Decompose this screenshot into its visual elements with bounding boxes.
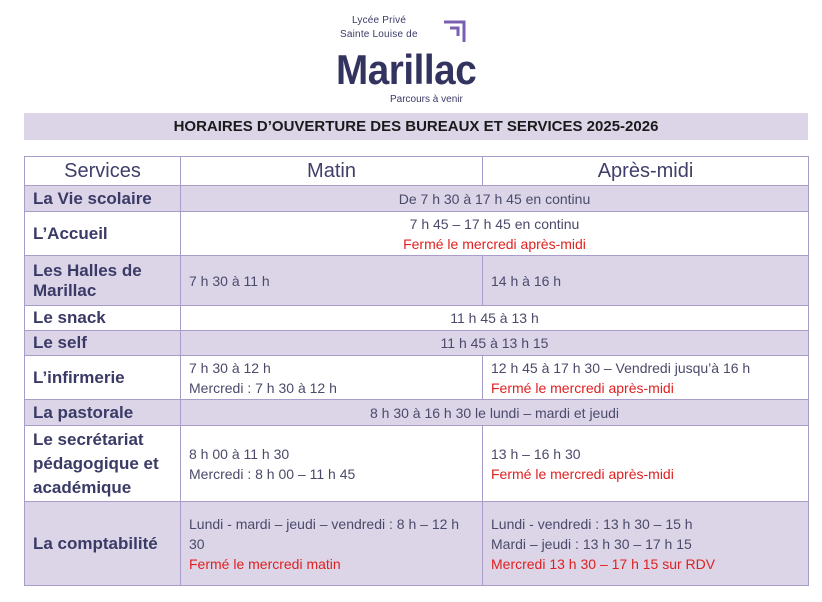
hours-text: 7 h 30 à 11 h [189, 272, 270, 289]
apres-cell: 12 h 45 à 17 h 30 – Vendredi jusqu’à 16 … [482, 355, 809, 400]
closure-note: Fermé le mercredi matin [189, 555, 341, 572]
apres-cell: 13 h – 16 h 30 Fermé le mercredi après-m… [482, 425, 809, 502]
table-row: La pastorale 8 h 30 à 16 h 30 le lundi –… [24, 399, 809, 426]
header-apres-midi: Après-midi [482, 156, 809, 186]
hours-text: 8 h 30 à 16 h 30 le lundi – mardi et jeu… [369, 404, 620, 421]
table-row: La Vie scolaire De 7 h 30 à 17 h 45 en c… [24, 185, 809, 212]
hours-cell: 11 h 45 à 13 h [180, 305, 809, 331]
table-row: Le self 11 h 45 à 13 h 15 [24, 330, 809, 356]
hours-text: 8 h 00 à 11 h 30 [189, 445, 290, 462]
service-name: Le snack [24, 305, 181, 331]
hours-text: Mardi – jeudi : 13 h 30 – 17 h 15 [491, 535, 692, 552]
hours-text: Lundi - mardi – jeudi – vendredi : 8 h –… [189, 515, 460, 552]
service-name: La Vie scolaire [24, 185, 181, 212]
apres-cell: 14 h à 16 h [482, 255, 809, 306]
hours-text: 13 h – 16 h 30 [491, 445, 581, 462]
hours-text: Mercredi : 8 h 00 – 11 h 45 [189, 465, 356, 482]
logo-line1: Lycée Privé [352, 15, 407, 26]
hours-text: Lundi - vendredi : 13 h 30 – 15 h [491, 515, 693, 532]
hours-text: Mercredi : 7 h 30 à 12 h [189, 379, 337, 396]
table-row: La comptabilité Lundi - mardi – jeudi – … [24, 501, 809, 586]
service-name: La pastorale [24, 399, 181, 426]
hours-text: 12 h 45 à 17 h 30 – Vendredi jusqu’à 16 … [491, 359, 751, 376]
logo-bracket-icon [444, 20, 466, 42]
hours-cell: 8 h 30 à 16 h 30 le lundi – mardi et jeu… [180, 399, 809, 426]
document-title: HORAIRES D’OUVERTURE DES BUREAUX ET SERV… [24, 113, 808, 140]
matin-cell: 7 h 30 à 11 h [180, 255, 483, 306]
table-row: Les Halles de Marillac 7 h 30 à 11 h 14 … [24, 255, 809, 306]
header-services: Services [24, 156, 181, 186]
hours-cell: 7 h 45 – 17 h 45 en continu Fermé le mer… [180, 211, 809, 256]
logo-line2: Sainte Louise de [340, 29, 418, 40]
services-table: Services Matin Après-midi La Vie scolair… [24, 156, 809, 586]
hours-text: 7 h 30 à 12 h [189, 359, 271, 376]
closure-note: Fermé le mercredi après-midi [403, 235, 586, 252]
hours-text: 11 h 45 à 13 h 15 [440, 335, 549, 351]
logo-tagline: Parcours à venir [390, 94, 463, 105]
hours-cell: De 7 h 30 à 17 h 45 en continu [180, 185, 809, 212]
hours-text: 7 h 45 – 17 h 45 en continu [409, 215, 580, 232]
service-name: Le secrétariat pédagogique et académique [24, 425, 181, 502]
apres-cell: Lundi - vendredi : 13 h 30 – 15 h Mardi … [482, 501, 809, 586]
closure-note: Fermé le mercredi après-midi [491, 465, 674, 482]
school-logo: Lycée Privé Sainte Louise de Marillac Pa… [330, 14, 490, 109]
header-matin: Matin [180, 156, 483, 186]
hours-text: 14 h à 16 h [491, 272, 562, 289]
service-name: Le self [24, 330, 181, 356]
table-row: L’Accueil 7 h 45 – 17 h 45 en continu Fe… [24, 211, 809, 256]
closure-note: Fermé le mercredi après-midi [491, 379, 674, 396]
hours-text: De 7 h 30 à 17 h 45 en continu [398, 190, 591, 207]
matin-cell: 8 h 00 à 11 h 30 Mercredi : 8 h 00 – 11 … [180, 425, 483, 502]
service-name: L’Accueil [24, 211, 181, 256]
service-name: L’infirmerie [24, 355, 181, 400]
matin-cell: Lundi - mardi – jeudi – vendredi : 8 h –… [180, 501, 483, 586]
hours-cell: 11 h 45 à 13 h 15 [180, 330, 809, 356]
logo-name: Marillac [336, 46, 477, 93]
service-name: Les Halles de Marillac [24, 255, 181, 306]
closure-note: Mercredi 13 h 30 – 17 h 15 sur RDV [491, 555, 716, 572]
table-row: L’infirmerie 7 h 30 à 12 h Mercredi : 7 … [24, 355, 809, 400]
table-row: Le snack 11 h 45 à 13 h [24, 305, 809, 331]
matin-cell: 7 h 30 à 12 h Mercredi : 7 h 30 à 12 h [180, 355, 483, 400]
service-name: La comptabilité [24, 501, 181, 586]
table-row: Le secrétariat pédagogique et académique… [24, 425, 809, 502]
table-header-row: Services Matin Après-midi [24, 156, 809, 186]
hours-text: 11 h 45 à 13 h [450, 310, 539, 326]
